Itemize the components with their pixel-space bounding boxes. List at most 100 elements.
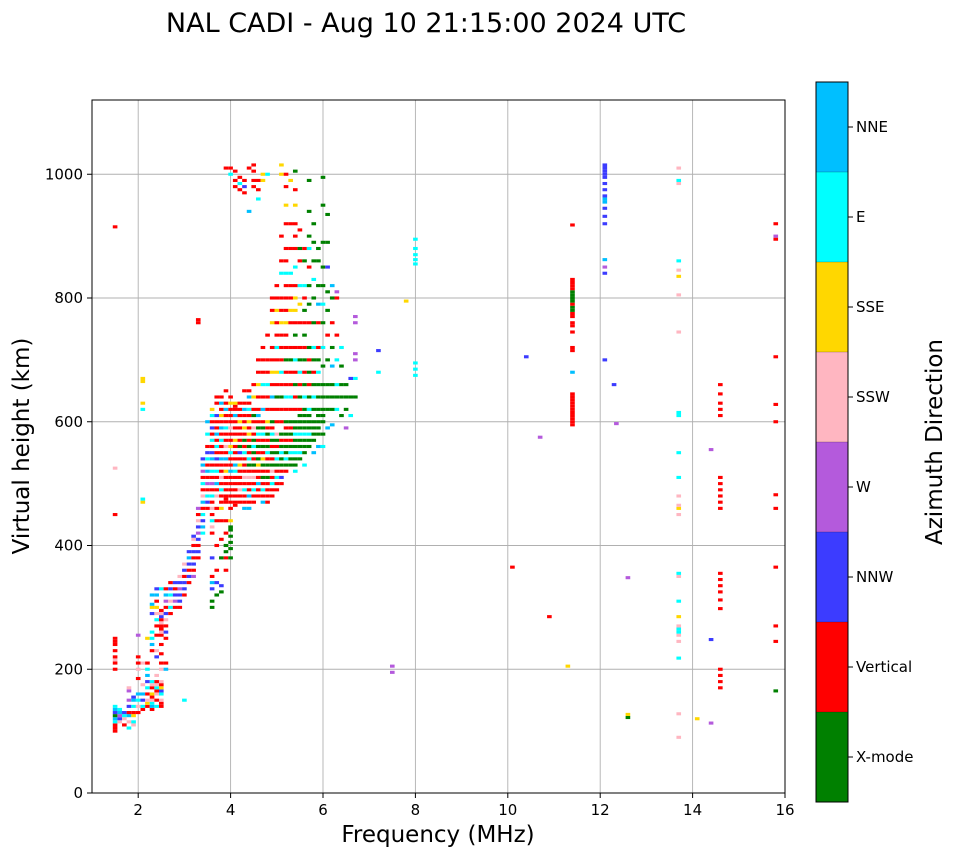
- echo-cell-vertical: [265, 358, 270, 362]
- echo-cell-vertical: [158, 652, 164, 656]
- echo-cell-vertical: [163, 636, 169, 640]
- echo-cell-x-mode: [329, 345, 335, 350]
- echo-cell-vertical: [570, 392, 575, 396]
- echo-cell-vertical: [214, 568, 220, 572]
- echo-cell-vertical: [223, 401, 229, 405]
- echo-cell-vertical: [228, 395, 233, 399]
- echo-cell-w: [126, 689, 132, 693]
- echo-cell-vertical: [260, 358, 266, 362]
- echo-cell-vertical: [209, 463, 215, 467]
- echo-cell-x-mode: [320, 265, 326, 269]
- echo-cell-e: [219, 488, 224, 492]
- echo-cell-vertical: [288, 284, 293, 288]
- echo-cell-vertical: [149, 686, 155, 690]
- echo-cell-vertical: [232, 426, 238, 430]
- echo-cell-vertical: [334, 296, 340, 300]
- echo-cell-nne: [223, 457, 229, 461]
- echo-cell-x-mode: [311, 426, 317, 430]
- x-tick-label: 2: [133, 801, 143, 819]
- echo-cell-nnw: [163, 630, 169, 634]
- echo-cell-ssw: [145, 698, 150, 702]
- echo-cell-x-mode: [274, 438, 280, 442]
- echo-cell-e: [256, 432, 261, 436]
- echo-cell-nne: [214, 432, 220, 436]
- echo-cell-x-mode: [265, 444, 270, 449]
- echo-cell-vertical: [242, 432, 247, 436]
- echo-cell-vertical: [256, 488, 261, 492]
- echo-cell-vertical: [158, 701, 164, 705]
- echo-cell-vertical: [256, 420, 261, 424]
- echo-cell-vertical: [149, 695, 155, 699]
- echo-cell-ssw: [182, 562, 187, 566]
- data-marks: [112, 163, 779, 739]
- echo-cell-nne: [602, 197, 608, 201]
- echo-cell-sse: [265, 420, 270, 424]
- echo-cell-vertical: [283, 172, 289, 176]
- echo-cell-x-mode: [292, 463, 298, 467]
- echo-cell-vertical: [279, 333, 284, 337]
- echo-cell-vertical: [205, 506, 210, 510]
- echo-cell-vertical: [718, 401, 723, 405]
- echo-cell-vertical: [306, 321, 312, 325]
- echo-cell-x-mode: [311, 420, 317, 424]
- echo-cell-nnw: [158, 615, 164, 619]
- echo-cell-vertical: [242, 494, 247, 498]
- echo-cell-vertical: [306, 265, 312, 269]
- echo-cell-e: [302, 432, 307, 436]
- colorbar-tick-label: W: [856, 478, 871, 496]
- plot-background: [92, 100, 785, 793]
- echo-cell-vertical: [195, 318, 201, 322]
- echo-cell-ssw: [112, 466, 118, 470]
- echo-cell-x-mode: [302, 383, 307, 387]
- echo-cell-x-mode: [325, 407, 330, 411]
- echo-cell-e: [214, 444, 220, 449]
- echo-cell-x-mode: [570, 299, 575, 303]
- colorbar: X-mode Vertical NNW W SSW SSE E NNE: [815, 81, 913, 803]
- echo-cell-x-mode: [316, 246, 321, 251]
- echo-cell-vertical: [228, 438, 233, 442]
- echo-cell-sse: [256, 463, 261, 467]
- echo-cell-x-mode: [283, 451, 289, 455]
- echo-cell-nnw: [177, 593, 183, 597]
- echo-cell-vertical: [302, 370, 307, 374]
- echo-cell-vertical: [718, 667, 723, 671]
- echo-cell-vertical: [570, 423, 575, 427]
- echo-cell-e: [209, 469, 215, 473]
- echo-cell-x-mode: [237, 444, 243, 449]
- y-tick-label: 1000: [45, 165, 83, 183]
- echo-cell-e: [112, 704, 118, 708]
- echo-cell-sse: [145, 636, 150, 640]
- echo-cell-w: [708, 448, 714, 452]
- echo-cell-sse: [232, 401, 238, 405]
- echo-cell-x-mode: [228, 534, 233, 538]
- echo-cell-e: [676, 627, 682, 631]
- echo-cell-ssw: [676, 574, 682, 578]
- echo-cell-vertical: [205, 463, 210, 467]
- echo-cell-nnw: [602, 222, 608, 226]
- echo-cell-vertical: [288, 222, 293, 226]
- echo-cell-vertical: [256, 494, 261, 498]
- echo-cell-vertical: [570, 277, 575, 281]
- colorbar-swatch-vertical: [816, 622, 848, 712]
- echo-cell-vertical: [773, 420, 779, 424]
- echo-cell-x-mode: [112, 714, 118, 718]
- echo-cell-vertical: [570, 417, 575, 421]
- echo-cell-vertical: [260, 469, 266, 473]
- echo-cell-vertical: [288, 345, 293, 350]
- echo-cell-vertical: [274, 420, 280, 424]
- echo-cell-sse: [274, 308, 280, 312]
- echo-cell-vertical: [219, 432, 224, 436]
- echo-cell-x-mode: [343, 407, 349, 411]
- echo-cell-x-mode: [343, 395, 349, 399]
- echo-cell-vertical: [163, 661, 169, 665]
- echo-cell-vertical: [237, 175, 243, 179]
- echo-cell-vertical: [223, 432, 229, 436]
- echo-cell-vertical: [274, 321, 280, 325]
- echo-cell-vertical: [200, 475, 206, 479]
- echo-cell-vertical: [265, 395, 270, 399]
- echo-cell-vertical: [223, 500, 229, 504]
- echo-cell-e: [269, 432, 275, 436]
- echo-cell-ssw: [237, 488, 243, 492]
- echo-cell-x-mode: [288, 432, 293, 436]
- echo-cell-sse: [242, 426, 247, 430]
